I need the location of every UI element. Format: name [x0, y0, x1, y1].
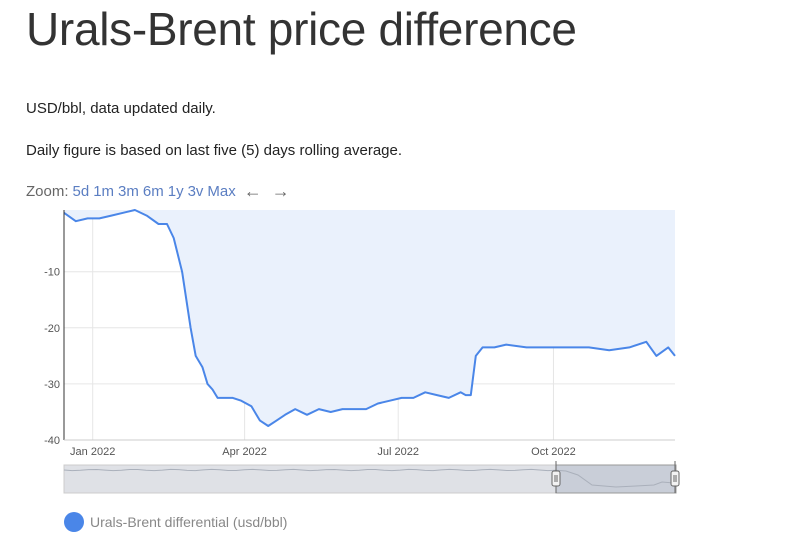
series-line: [63, 209, 676, 427]
zoom-1y-button[interactable]: 1y: [167, 182, 184, 200]
arrow-right-icon[interactable]: →: [271, 181, 290, 201]
navigator-selected-window: [555, 464, 677, 494]
x-tick-label: Jan 2022: [70, 446, 115, 458]
x-tick-labels: Jan 2022 Apr 2022 Jul 2022 Oct 2022: [70, 446, 576, 458]
y-tick-label: -40: [44, 435, 60, 447]
x-tick-label: Jul 2022: [377, 446, 419, 458]
navigator-right-handle[interactable]: [670, 461, 680, 493]
zoom-3v-button[interactable]: 3v: [187, 182, 204, 200]
page-title: Urals-Brent price difference: [26, 3, 577, 55]
range-navigator: [63, 461, 680, 494]
zoom-6m-button[interactable]: 6m: [142, 182, 164, 200]
y-tick-labels: -10 -20 -30 -40: [44, 267, 60, 447]
series-area: [64, 210, 675, 426]
x-tick-label: Apr 2022: [222, 446, 267, 458]
legend-label: Urals-Brent differential (usd/bbl): [90, 514, 288, 530]
description-units: USD/bbl, data updated daily.: [26, 100, 216, 117]
zoom-max-button[interactable]: Max: [207, 182, 236, 200]
navigator-left-handle[interactable]: [551, 461, 561, 493]
legend-item[interactable]: Urals-Brent differential (usd/bbl): [64, 512, 287, 532]
navigator-series-line: [63, 468, 675, 488]
zoom-label: Zoom:: [26, 182, 69, 200]
zoom-bar: Zoom: 5d 1m 3m 6m 1y 3v Max ← →: [26, 182, 296, 200]
description-method: Daily figure is based on last five (5) d…: [26, 142, 403, 159]
handle-grip: [670, 470, 680, 487]
y-tick-label: -20: [44, 323, 60, 335]
handle-grip: [551, 470, 561, 487]
arrow-left-icon[interactable]: ←: [243, 181, 262, 201]
y-tick-label: -10: [44, 267, 60, 279]
x-tick-label: Oct 2022: [531, 446, 576, 458]
zoom-3m-button[interactable]: 3m: [118, 182, 139, 200]
y-tick-label: -30: [44, 379, 60, 391]
legend-marker: [64, 512, 84, 532]
zoom-5d-button[interactable]: 5d: [72, 182, 90, 200]
zoom-1m-button[interactable]: 1m: [93, 182, 115, 200]
